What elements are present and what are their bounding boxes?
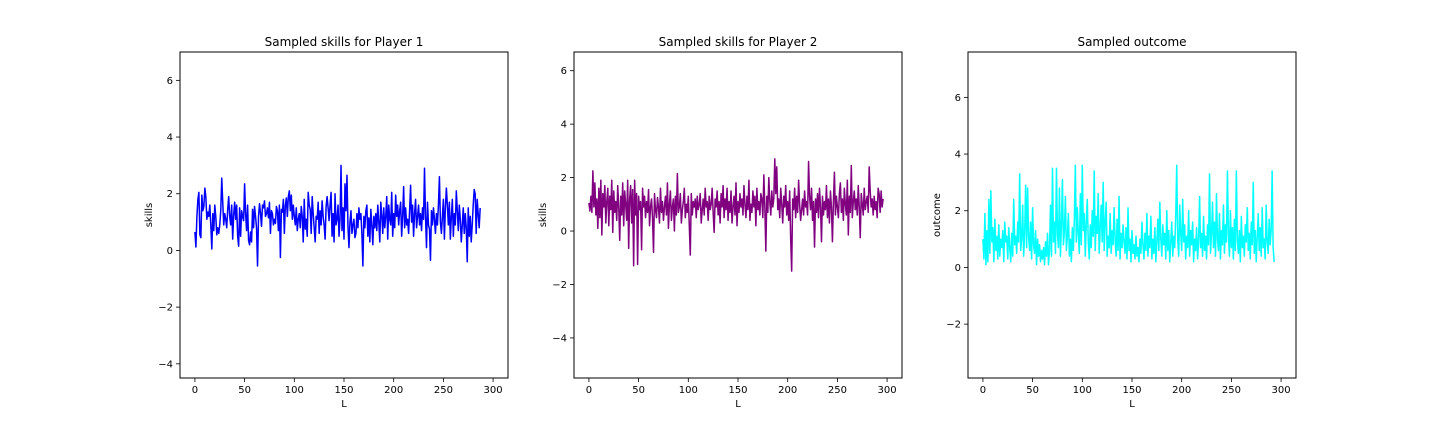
- y-tick-label: 0: [167, 246, 173, 257]
- y-tick-label: 0: [955, 263, 961, 274]
- y-tick-label: 0: [561, 227, 567, 238]
- y-axis-label: outcome: [932, 193, 943, 237]
- x-tick-label: 150: [728, 385, 747, 396]
- x-tick-label: 200: [778, 385, 797, 396]
- y-tick-label: 2: [561, 173, 567, 184]
- x-tick-label: 150: [1122, 385, 1141, 396]
- x-tick-label: 100: [285, 385, 304, 396]
- y-axis-label: skills: [144, 203, 155, 228]
- y-tick-label: −2: [946, 320, 961, 331]
- chart-title: Sampled skills for Player 1: [265, 35, 424, 49]
- x-tick-label: 50: [238, 385, 251, 396]
- x-tick-label: 250: [1222, 385, 1241, 396]
- x-tick-label: 200: [384, 385, 403, 396]
- x-tick-label: 100: [1073, 385, 1092, 396]
- x-tick-label: 250: [434, 385, 453, 396]
- x-axis-label: L: [735, 399, 741, 410]
- subplot-3: 0 50 100 150 200 250 300 −2 0 2 4 6 Sampled outcome L…: [932, 35, 1297, 410]
- x-tick-label: 0: [980, 385, 986, 396]
- subplot-2: 0 50 100 150 200 250 300 −4 −2 0 2 4 6 Sampled skills…: [538, 35, 903, 410]
- y-tick-label: 2: [167, 189, 173, 200]
- x-tick-label: 300: [878, 385, 897, 396]
- y-tick-label: 6: [955, 93, 961, 104]
- y-tick-label: −2: [158, 303, 173, 314]
- x-tick-label: 0: [192, 385, 198, 396]
- y-tick-label: 4: [167, 133, 173, 144]
- y-tick-label: −2: [552, 280, 567, 291]
- y-tick-label: 2: [955, 206, 961, 217]
- x-tick-label: 100: [679, 385, 698, 396]
- subplot-1: 0 50 100 150 200 250 300 −4 −2 0 2 4 6 Sampled skills…: [144, 35, 509, 410]
- y-tick-label: −4: [158, 359, 173, 370]
- x-axis-label: L: [341, 399, 347, 410]
- y-tick-label: 6: [167, 76, 173, 87]
- x-tick-label: 300: [1272, 385, 1291, 396]
- x-tick-label: 50: [1026, 385, 1039, 396]
- series-line-3-1: [982, 164, 1275, 266]
- x-tick-label: 300: [484, 385, 503, 396]
- chart-title: Sampled outcome: [1077, 35, 1186, 49]
- x-axis-label: L: [1129, 399, 1135, 410]
- x-tick-label: 200: [1172, 385, 1191, 396]
- x-tick-label: 0: [586, 385, 592, 396]
- x-tick-label: 150: [334, 385, 353, 396]
- y-axis-label: skills: [538, 203, 549, 228]
- y-tick-label: 4: [561, 120, 567, 131]
- x-tick-label: 250: [828, 385, 847, 396]
- y-tick-label: −4: [552, 333, 567, 344]
- x-tick-label: 50: [632, 385, 645, 396]
- y-tick-label: 6: [561, 66, 567, 77]
- chart-title: Sampled skills for Player 2: [659, 35, 818, 49]
- series-line-1-1: [194, 164, 481, 267]
- y-tick-label: 4: [955, 150, 961, 161]
- series-line-2-1: [588, 158, 884, 272]
